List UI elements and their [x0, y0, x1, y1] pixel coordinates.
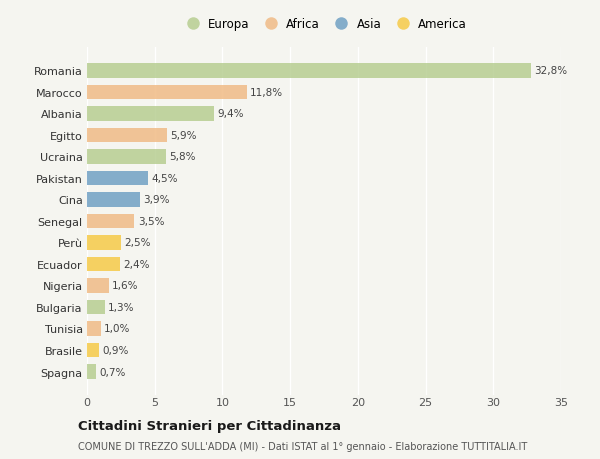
Bar — [87, 321, 101, 336]
Bar — [87, 214, 134, 229]
Bar — [87, 300, 104, 314]
Bar — [87, 193, 140, 207]
Text: 2,4%: 2,4% — [123, 259, 149, 269]
Bar — [87, 150, 166, 164]
Text: Cittadini Stranieri per Cittadinanza: Cittadini Stranieri per Cittadinanza — [78, 419, 341, 432]
Text: 2,5%: 2,5% — [124, 238, 151, 248]
Text: 1,3%: 1,3% — [108, 302, 134, 312]
Text: 4,5%: 4,5% — [151, 174, 178, 184]
Bar — [87, 364, 97, 379]
Bar — [87, 257, 119, 272]
Text: 1,0%: 1,0% — [104, 324, 130, 334]
Bar — [87, 171, 148, 186]
Bar — [87, 343, 99, 358]
Bar — [87, 85, 247, 100]
Text: 3,5%: 3,5% — [138, 217, 164, 226]
Bar — [87, 107, 214, 122]
Text: 5,9%: 5,9% — [170, 131, 197, 140]
Bar — [87, 235, 121, 250]
Bar — [87, 64, 531, 78]
Legend: Europa, Africa, Asia, America: Europa, Africa, Asia, America — [179, 16, 469, 34]
Text: 9,4%: 9,4% — [218, 109, 244, 119]
Text: COMUNE DI TREZZO SULL'ADDA (MI) - Dati ISTAT al 1° gennaio - Elaborazione TUTTIT: COMUNE DI TREZZO SULL'ADDA (MI) - Dati I… — [78, 441, 527, 451]
Bar — [87, 129, 167, 143]
Bar — [87, 279, 109, 293]
Text: 0,9%: 0,9% — [103, 345, 129, 355]
Text: 3,9%: 3,9% — [143, 195, 170, 205]
Text: 32,8%: 32,8% — [535, 66, 568, 76]
Text: 5,8%: 5,8% — [169, 152, 196, 162]
Text: 11,8%: 11,8% — [250, 88, 283, 98]
Text: 0,7%: 0,7% — [100, 367, 126, 377]
Text: 1,6%: 1,6% — [112, 281, 139, 291]
